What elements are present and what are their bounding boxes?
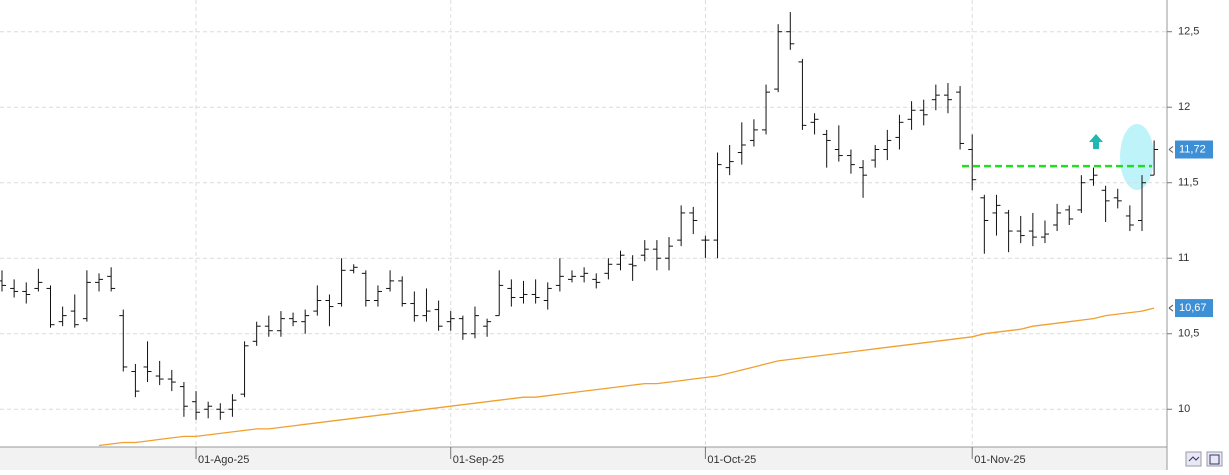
price-label-box: [1175, 140, 1213, 159]
x-axis-band: [0, 447, 1167, 470]
price-label: 11,72: [1179, 143, 1206, 155]
y-tick-label: 12: [1178, 101, 1190, 113]
price-label-box: [1175, 299, 1213, 318]
toolbar-icons: [1185, 451, 1223, 467]
icon-glyph: [1188, 456, 1200, 462]
price-label-pointer: [1168, 146, 1174, 153]
x-tick-label: 01-Ago-25: [198, 454, 249, 466]
highlight-ellipse: [1120, 124, 1154, 190]
x-tick-label: 01-Nov-25: [974, 454, 1025, 466]
x-tick-label: 01-Oct-25: [707, 454, 756, 466]
y-tick-label: 11: [1178, 252, 1189, 264]
y-tick-label: 10,5: [1178, 328, 1199, 340]
y-tick-label: 10: [1178, 403, 1190, 415]
icon[interactable]: [1185, 451, 1202, 467]
y-tick-label: 12,5: [1178, 26, 1199, 38]
y-tick-label: 11,5: [1178, 177, 1199, 189]
up-arrow: [1089, 134, 1103, 149]
icon-glyph: [1209, 454, 1220, 465]
price-label-pointer: [1168, 304, 1174, 312]
moving-average: [98, 307, 1155, 447]
price-label: 10,67: [1179, 302, 1207, 314]
x-tick-label: 01-Sep-25: [453, 454, 504, 466]
